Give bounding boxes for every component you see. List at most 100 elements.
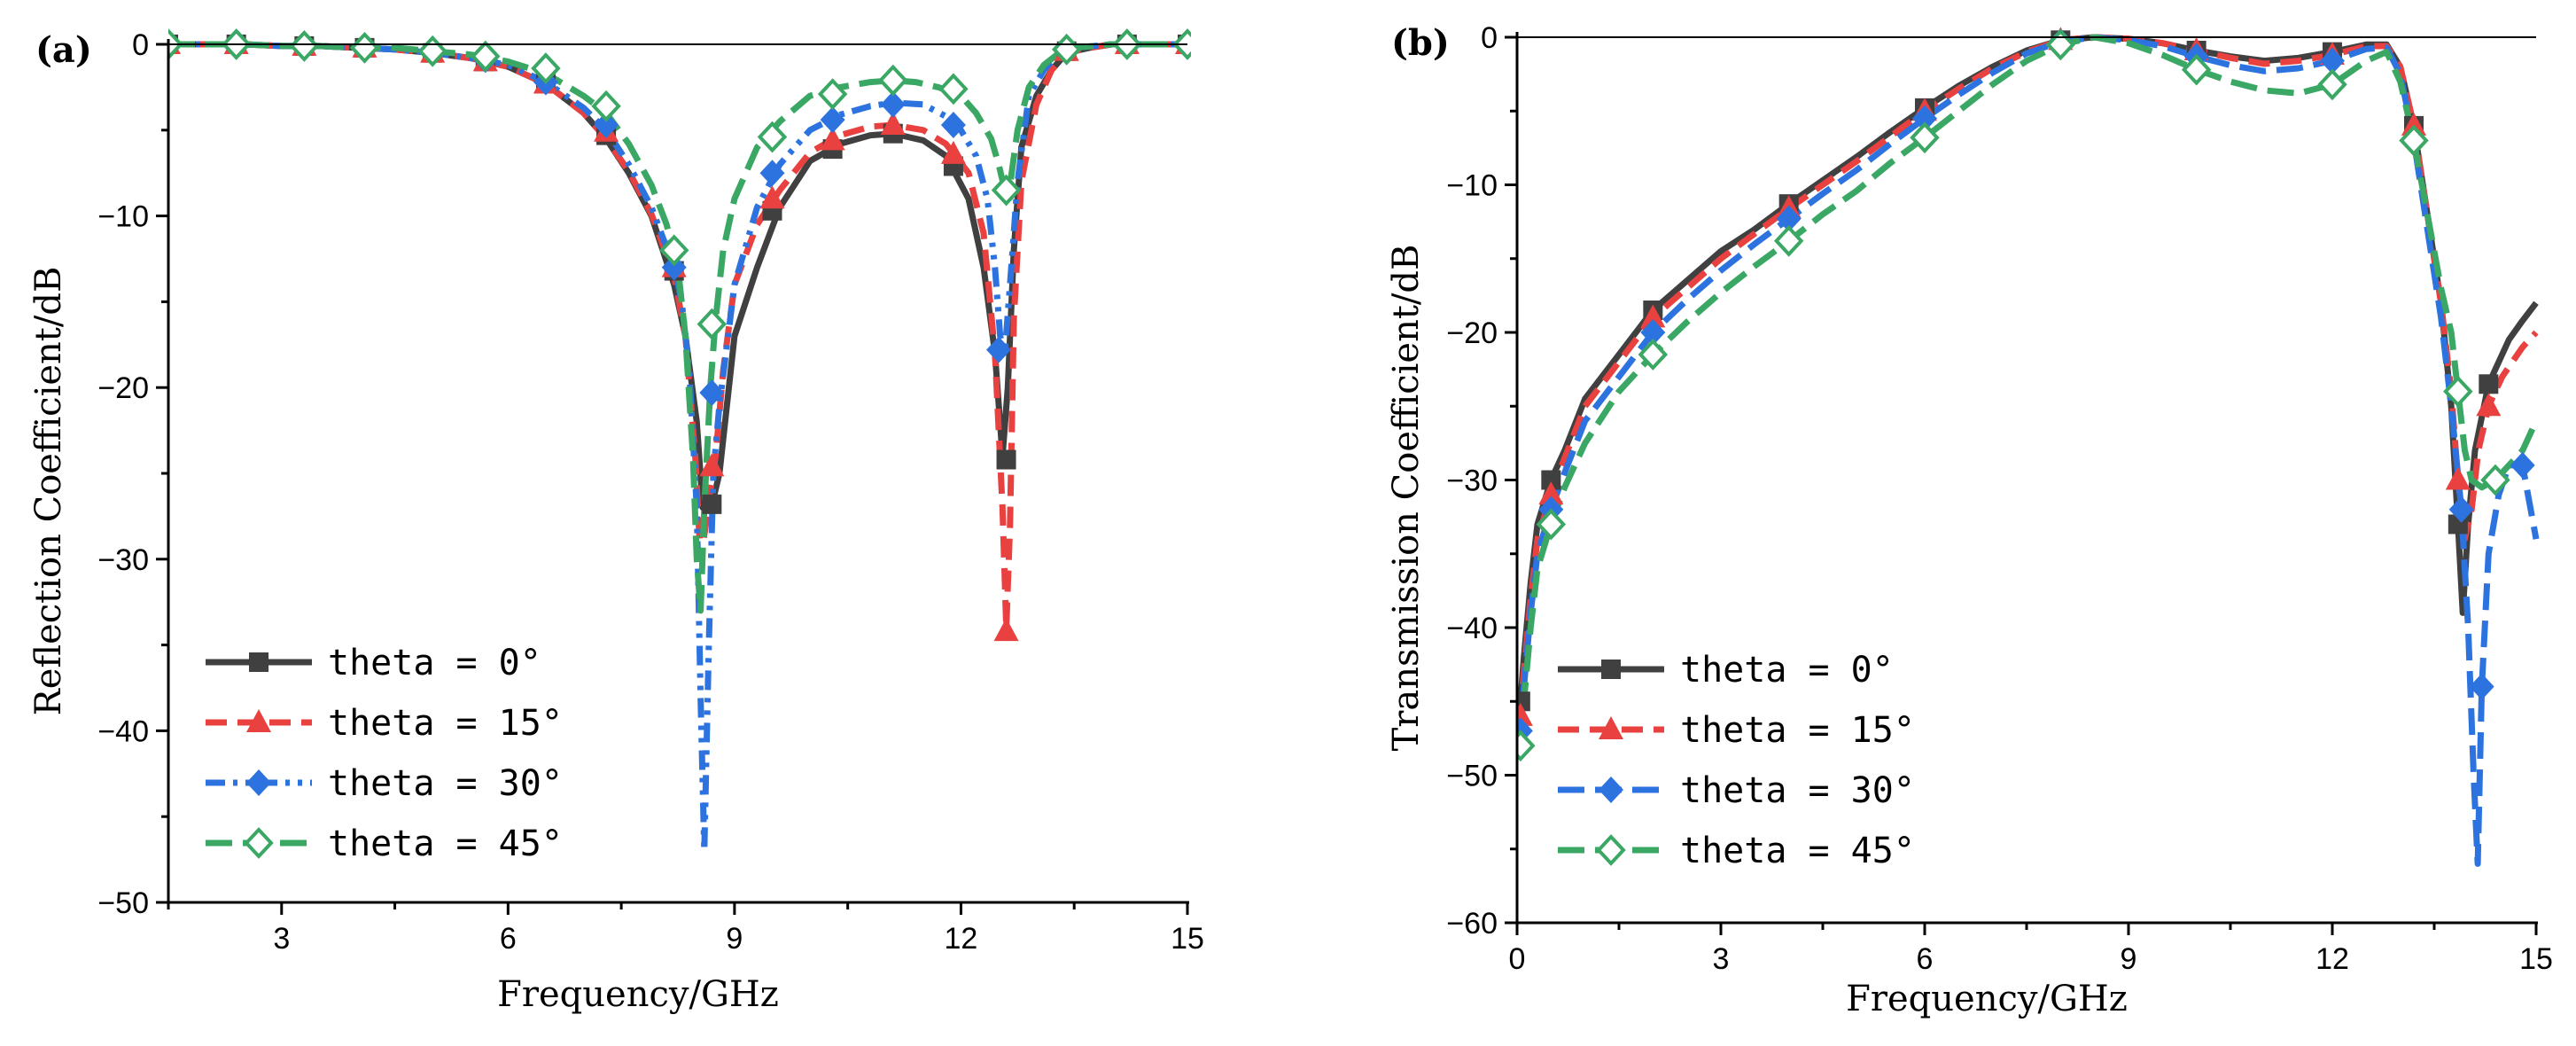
y-tick-label: −10 bbox=[97, 200, 149, 234]
plot-area bbox=[1517, 27, 2540, 867]
series-line-2 bbox=[1517, 34, 2540, 867]
data-point-1 bbox=[2476, 393, 2502, 417]
data-point-3 bbox=[471, 40, 501, 73]
x-axis-label: Frequency/GHz bbox=[497, 974, 779, 1015]
x-tick-label: 3 bbox=[1713, 942, 1730, 976]
y-tick-label: −30 bbox=[97, 543, 149, 577]
data-point-2 bbox=[699, 379, 725, 407]
data-point-3 bbox=[2181, 53, 2212, 86]
panel-label: (b) bbox=[1391, 22, 1450, 64]
y-tick-label: 0 bbox=[1481, 21, 1498, 55]
series-line-1 bbox=[1517, 34, 2539, 717]
data-point-2 bbox=[986, 336, 1012, 363]
data-point-2 bbox=[2320, 47, 2345, 74]
data-point-2 bbox=[2510, 451, 2535, 479]
y-tick-label: −40 bbox=[97, 714, 149, 748]
panel-a-chart: 3 6 9 12 15 0 −10 −20 −30 −40 −50 Frequency/GHz Refl… bbox=[28, 28, 1204, 1015]
legend-label: theta = 0° bbox=[1680, 650, 1894, 691]
series-line-2 bbox=[168, 41, 1187, 855]
data-point-3 bbox=[1910, 121, 1940, 154]
x-tick-label: 9 bbox=[726, 922, 743, 956]
data-point-1 bbox=[699, 453, 725, 477]
legend-label: theta = 45° bbox=[1680, 831, 1915, 871]
data-point-2 bbox=[1640, 319, 1666, 346]
data-point-1 bbox=[940, 140, 966, 164]
legend-label: theta = 45° bbox=[328, 824, 563, 864]
series-line-0 bbox=[1517, 34, 2539, 702]
data-point-1 bbox=[1640, 304, 1666, 328]
y-tick-label: −60 bbox=[1446, 907, 1498, 941]
data-point-3 bbox=[659, 234, 689, 267]
data-point-0 bbox=[2479, 374, 2499, 394]
data-point-2 bbox=[880, 90, 906, 118]
y-tick-label: −30 bbox=[1446, 464, 1498, 498]
data-point-0 bbox=[702, 494, 722, 514]
y-tick-label: 0 bbox=[132, 28, 149, 62]
data-point-3 bbox=[1517, 730, 1536, 762]
series-line-1 bbox=[168, 41, 1187, 631]
x-tick-label: 0 bbox=[1509, 942, 1526, 976]
x-tick-label: 6 bbox=[500, 922, 517, 956]
y-axis-label: Reflection Coefficient/dB bbox=[28, 267, 69, 716]
x-tick-label: 15 bbox=[2519, 942, 2553, 976]
panel-b-chart: 0 3 6 9 12 15 0 −10 −20 −30 −40 −50 −60 Frequency/GHz… bbox=[1386, 21, 2553, 1019]
data-point-3 bbox=[1536, 508, 1567, 541]
x-axis-label: Frequency/GHz bbox=[1846, 979, 2128, 1019]
data-point-2 bbox=[1912, 105, 1937, 132]
legend-label: theta = 0° bbox=[328, 643, 541, 683]
series-line-3 bbox=[168, 41, 1187, 614]
legend-marker bbox=[1601, 660, 1621, 679]
y-tick-label: −10 bbox=[1446, 169, 1498, 203]
data-point-2 bbox=[940, 111, 966, 138]
data-point-3 bbox=[349, 31, 380, 64]
legend-marker bbox=[1599, 716, 1623, 739]
data-point-2 bbox=[2448, 496, 2474, 523]
legend: theta = 0° theta = 15° theta = 30° theta = … bbox=[206, 643, 563, 864]
data-point-3 bbox=[1638, 339, 1669, 371]
plot-area bbox=[168, 28, 1191, 855]
series-line-3 bbox=[1517, 34, 2540, 746]
data-point-3 bbox=[1773, 224, 1804, 257]
data-point-2 bbox=[1776, 205, 1802, 232]
data-point-3 bbox=[878, 64, 908, 97]
y-tick-label: −20 bbox=[1446, 316, 1498, 350]
x-tick-label: 3 bbox=[273, 922, 290, 956]
data-point-3 bbox=[531, 52, 561, 85]
legend-marker bbox=[1596, 834, 1626, 866]
data-point-3 bbox=[697, 308, 728, 340]
x-tick-label: 6 bbox=[1917, 942, 1934, 976]
data-point-2 bbox=[594, 111, 619, 138]
x-tick-label: 9 bbox=[2121, 942, 2137, 976]
legend-marker bbox=[244, 827, 274, 859]
data-point-0 bbox=[996, 449, 1016, 470]
data-point-3 bbox=[757, 121, 788, 153]
legend: theta = 0° theta = 15° theta = 30° theta = … bbox=[1558, 650, 1915, 871]
data-point-3 bbox=[817, 78, 848, 111]
data-point-0 bbox=[1541, 470, 1561, 490]
y-tick-label: −50 bbox=[97, 886, 149, 920]
data-point-2 bbox=[820, 106, 845, 134]
data-point-1 bbox=[820, 127, 845, 151]
legend-label: theta = 15° bbox=[1680, 710, 1915, 751]
data-point-1 bbox=[880, 111, 906, 135]
y-axis-label: Transmission Coefficient/dB bbox=[1386, 245, 1427, 752]
x-tick-label: 12 bbox=[945, 922, 978, 956]
data-point-1 bbox=[2445, 466, 2471, 490]
x-tick-label: 15 bbox=[1171, 922, 1204, 956]
data-point-2 bbox=[759, 160, 785, 187]
y-tick-label: −20 bbox=[97, 371, 149, 405]
data-point-1 bbox=[993, 618, 1019, 642]
legend-marker bbox=[1599, 777, 1623, 803]
legend-label: theta = 15° bbox=[328, 703, 563, 744]
data-point-3 bbox=[289, 30, 320, 62]
data-point-1 bbox=[2401, 112, 2426, 136]
data-point-2 bbox=[2469, 673, 2494, 700]
data-point-1 bbox=[759, 185, 785, 209]
legend-marker bbox=[249, 652, 268, 672]
legend-label: theta = 30° bbox=[328, 763, 563, 804]
data-point-3 bbox=[938, 73, 969, 105]
data-point-3 bbox=[2480, 464, 2510, 496]
data-point-3 bbox=[2443, 375, 2473, 408]
legend-marker bbox=[246, 709, 271, 732]
